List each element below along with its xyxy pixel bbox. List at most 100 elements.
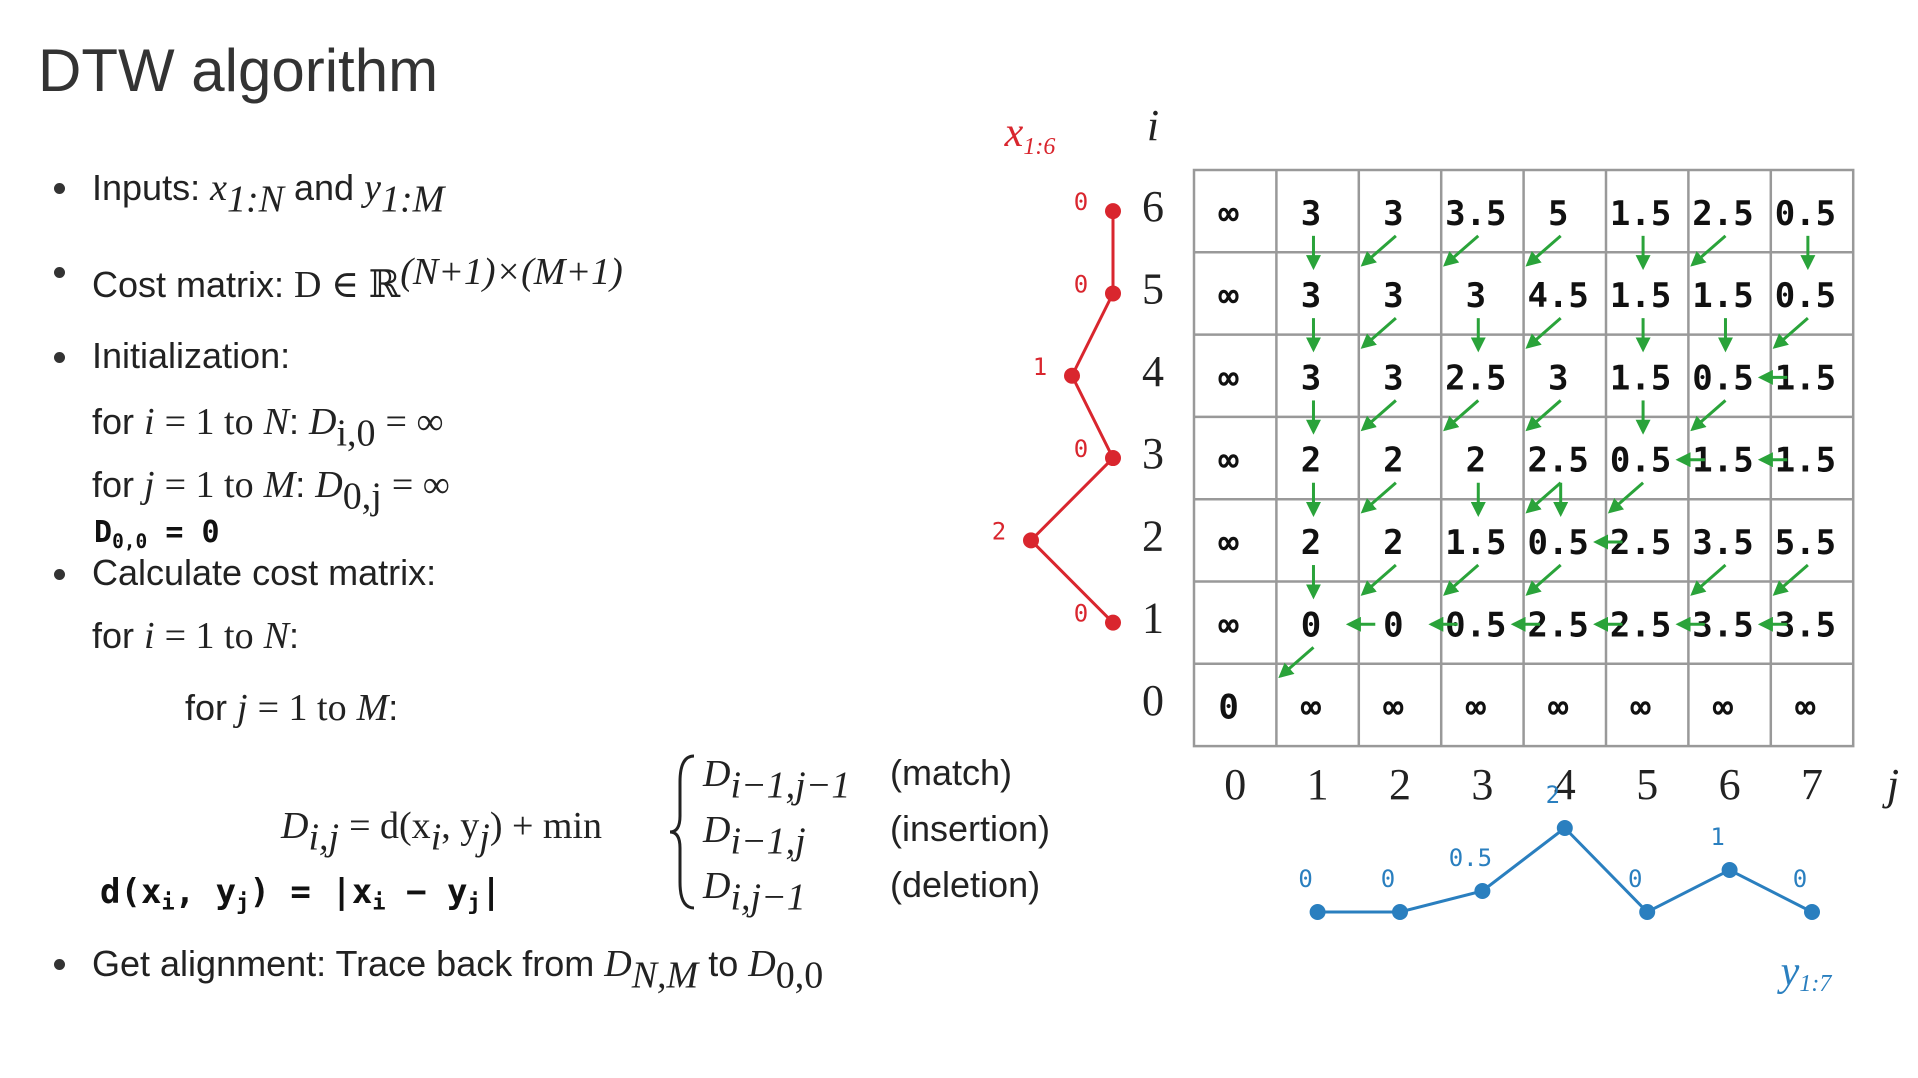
back-pointer [1360,481,1397,514]
case: Di−1,j−1 [703,752,850,807]
cell-value: ∞ [1795,688,1816,728]
math: = 1 to [164,615,254,657]
handwriting: j [236,889,250,916]
init-line: Initialization: [53,335,291,377]
back-pointer [1525,481,1562,514]
math: D [748,943,776,985]
cell-value: ∞ [1218,276,1239,316]
cell-value: ∞ [1630,688,1651,728]
math: D [604,943,632,985]
col-index: 3 [1471,760,1493,809]
row-index: 5 [1142,265,1164,314]
cell-value: 3 [1383,276,1403,316]
math: D [703,865,731,907]
cell-value: 2 [1383,523,1403,563]
handwriting: = 0 [165,515,220,550]
cell-value: 3 [1548,358,1568,398]
math: N [263,615,289,657]
y-point [1474,883,1491,899]
handwriting: d(x [100,872,162,912]
math: D ∈ ℝ [294,264,401,306]
axis-letter: i [1147,101,1159,150]
math: = ∞ [391,464,450,506]
math: j [479,816,490,859]
col-index: 1 [1307,760,1329,809]
math: i [144,401,155,443]
y-point [1392,904,1408,920]
back-pointer [1360,317,1397,349]
back-pointer [1278,646,1315,679]
cell-value: 5.5 [1775,523,1836,563]
back-pointer [1690,563,1727,596]
back-pointer [1525,399,1562,432]
cell-value: 2 [1301,523,1321,563]
handwriting: | [480,872,502,912]
math: D [703,809,731,851]
handwriting: i [161,889,175,916]
col-index: 5 [1636,760,1658,809]
brace [669,754,695,910]
cell-value: 3.5 [1445,194,1506,234]
math: = ∞ [385,401,444,443]
back-pointer [1525,317,1562,349]
col-index: 4 [1554,760,1576,809]
math: i−1,j [730,820,806,863]
cell-value: 0 [1383,605,1403,645]
col-index: 7 [1801,760,1823,809]
row-index: 3 [1142,429,1164,478]
y-point [1639,904,1656,920]
math: D [309,401,337,443]
init-base: D0,0 = 0 [94,515,220,553]
formula: Di,j = d(xi, yj) + min [281,804,602,859]
text: Calculate cost matrix: [92,552,437,593]
back-pointer [1772,317,1809,349]
x-value-label: 1 [1033,353,1047,381]
y-value-label: 0 [1793,865,1807,893]
x-point [1105,614,1121,631]
cell-value: 2 [1466,441,1486,481]
math: D [281,805,309,847]
text: Initialization: [92,335,291,376]
col-index: 0 [1224,760,1246,809]
distance-note: d(xi, yj) = |xi − yj| [100,872,501,916]
text: for [92,464,135,505]
math: 0,0 [775,954,824,997]
x-value-label: 0 [1074,188,1088,216]
cell-value: ∞ [1548,688,1569,728]
text: for [92,615,135,656]
math: i [430,816,442,859]
cell-value: 2.5 [1445,358,1506,398]
x-sequence-label-sub: 1:6 [1023,134,1055,160]
cell-value: 1.5 [1692,276,1753,316]
cell-value: 0.5 [1527,523,1588,563]
math: N [263,401,289,443]
case: Di,j−1 [703,864,806,919]
math: = 1 to [164,464,254,506]
cell-value: 1.5 [1610,276,1671,316]
row-index: 0 [1142,676,1164,725]
x-sequence-label: x1:6 [1004,110,1056,160]
cell-value: ∞ [1301,688,1322,728]
cell-value: 1.5 [1610,358,1671,398]
cell-value: 4.5 [1527,276,1588,316]
cell-value: 1.5 [1445,523,1506,563]
text: and [293,167,355,208]
handwriting: − y [385,872,468,912]
x-point [1105,450,1121,467]
math: i,j [308,816,340,859]
math: N,M [631,954,699,997]
y-point [1721,862,1738,878]
cell-value: 2.5 [1692,194,1753,234]
y-value-label: 1 [1710,823,1724,851]
cell-value: ∞ [1218,194,1239,234]
row-index: 6 [1142,182,1164,231]
y-value-label: 0 [1628,865,1642,893]
math: D [703,753,731,795]
y-point [1309,904,1326,920]
case-label: (deletion) [890,864,1041,905]
back-pointer [1525,234,1562,267]
col-index: 6 [1719,760,1741,809]
cell-value: 3 [1383,194,1403,234]
y-sequence-label: y1:7 [1777,949,1833,997]
math: y [364,167,381,209]
